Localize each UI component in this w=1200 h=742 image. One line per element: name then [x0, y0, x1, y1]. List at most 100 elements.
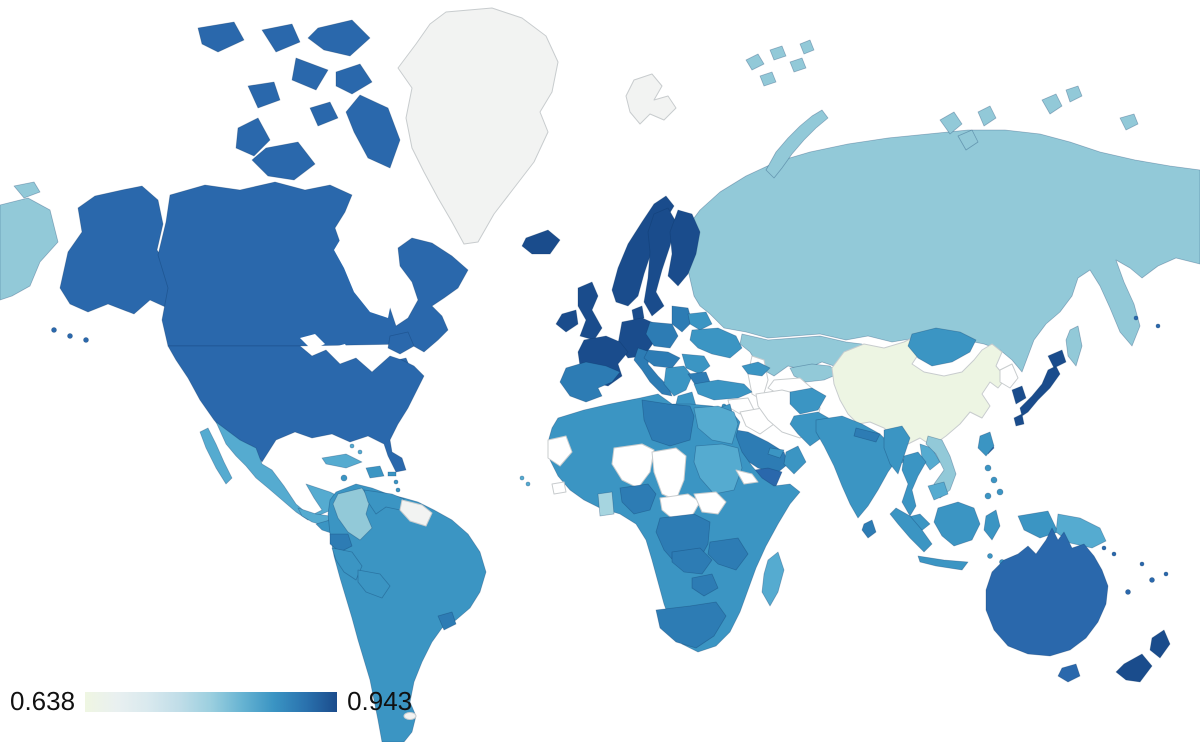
- country-sudan[interactable]: [693, 443, 743, 495]
- baja-california[interactable]: [199, 427, 233, 485]
- arctic-island[interactable]: [197, 21, 373, 127]
- country-jamaica[interactable]: [340, 474, 348, 482]
- island-novaya-zemlya[interactable]: [765, 109, 829, 179]
- country-venezuela[interactable]: [363, 489, 405, 515]
- country-finland[interactable]: [667, 209, 701, 287]
- country-canada[interactable]: [157, 181, 469, 353]
- philippine-island[interactable]: [990, 476, 998, 484]
- country-mexico[interactable]: [215, 421, 343, 521]
- country-zimbabwe[interactable]: [691, 573, 719, 597]
- country-hispaniola[interactable]: [365, 465, 385, 479]
- country-afghanistan[interactable]: [789, 387, 827, 415]
- islands-new-siberian[interactable]: [1041, 85, 1139, 131]
- country-puerto-rico[interactable]: [387, 471, 397, 477]
- philippine-island[interactable]: [984, 492, 992, 500]
- island-banks[interactable]: [235, 117, 271, 157]
- country-philippines[interactable]: [977, 431, 995, 457]
- country-south-america-main[interactable]: [327, 483, 487, 742]
- country-south-africa[interactable]: [655, 601, 727, 649]
- timor-island[interactable]: [987, 553, 993, 559]
- country-eritrea-djibouti[interactable]: [735, 469, 759, 485]
- country-niger[interactable]: [611, 443, 655, 489]
- island-tasmania[interactable]: [1057, 663, 1081, 683]
- country-united-states[interactable]: [167, 345, 425, 473]
- country-romania[interactable]: [681, 353, 711, 375]
- country-south-sudan[interactable]: [693, 491, 727, 515]
- country-united-states-alaska[interactable]: [59, 185, 187, 315]
- pacific-island-solomon[interactable]: [1101, 545, 1107, 551]
- country-india[interactable]: [815, 415, 899, 519]
- country-united-kingdom[interactable]: [577, 281, 603, 341]
- aleutian-island[interactable]: [83, 337, 89, 343]
- country-myanmar[interactable]: [883, 425, 911, 475]
- country-ireland[interactable]: [555, 309, 579, 333]
- country-libya[interactable]: [641, 399, 695, 447]
- aleutian-island-west[interactable]: [1133, 315, 1139, 321]
- pacific-island[interactable]: [1163, 571, 1169, 577]
- aleutian-island[interactable]: [67, 333, 73, 339]
- country-western-sahara[interactable]: [547, 435, 573, 467]
- lesser-antilles[interactable]: [395, 487, 401, 493]
- country-thailand[interactable]: [901, 451, 927, 517]
- country-uruguay[interactable]: [437, 611, 457, 631]
- country-denmark[interactable]: [631, 305, 645, 323]
- pacific-island[interactable]: [1149, 577, 1155, 583]
- country-cape-verde[interactable]: [519, 475, 525, 481]
- svalbard[interactable]: [625, 73, 677, 125]
- country-ecuador[interactable]: [329, 533, 353, 553]
- country-south-korea[interactable]: [1011, 385, 1027, 405]
- islands-severnaya-zemlya[interactable]: [939, 105, 997, 151]
- country-australia[interactable]: [985, 527, 1109, 657]
- country-bolivia[interactable]: [357, 569, 391, 599]
- island-victoria[interactable]: [251, 141, 316, 181]
- country-tanzania[interactable]: [707, 537, 749, 571]
- philippine-island[interactable]: [984, 464, 992, 472]
- country-oman[interactable]: [783, 445, 807, 475]
- country-bahamas[interactable]: [357, 449, 363, 455]
- baltic-states[interactable]: [671, 305, 693, 333]
- country-nepal-bhutan[interactable]: [853, 427, 881, 443]
- country-sri-lanka[interactable]: [861, 519, 877, 539]
- country-cape-verde[interactable]: [525, 481, 531, 487]
- country-russia-chukotka-west[interactable]: [0, 181, 59, 301]
- country-turkey[interactable]: [693, 379, 753, 401]
- country-greenland[interactable]: [397, 7, 559, 245]
- island-baffin[interactable]: [345, 94, 401, 169]
- country-new-zealand[interactable]: [1115, 629, 1171, 683]
- country-nigeria[interactable]: [619, 483, 657, 515]
- balkans[interactable]: [663, 365, 693, 397]
- country-mongolia[interactable]: [907, 327, 977, 367]
- country-ukraine[interactable]: [689, 327, 743, 359]
- country-egypt[interactable]: [693, 405, 739, 445]
- country-guinea-bissau[interactable]: [551, 481, 567, 495]
- country-bahamas[interactable]: [349, 443, 355, 449]
- country-north-korea[interactable]: [999, 363, 1019, 389]
- country-peru[interactable]: [331, 547, 363, 581]
- aleutian-island-west[interactable]: [1155, 323, 1161, 329]
- philippine-island[interactable]: [996, 488, 1004, 496]
- country-japan[interactable]: [1013, 349, 1067, 427]
- caucasus[interactable]: [741, 361, 771, 377]
- country-uzbekistan[interactable]: [789, 363, 839, 383]
- country-belarus[interactable]: [687, 311, 713, 331]
- country-ghana[interactable]: [597, 491, 615, 517]
- country-cambodia[interactable]: [927, 481, 949, 501]
- country-cuba[interactable]: [321, 453, 363, 469]
- country-iberia[interactable]: [559, 361, 621, 403]
- country-iceland[interactable]: [521, 229, 561, 255]
- pacific-island-fiji[interactable]: [1139, 561, 1145, 567]
- island-newfoundland[interactable]: [387, 331, 415, 355]
- country-indonesia[interactable]: [889, 501, 1059, 571]
- falkland-islands[interactable]: [403, 712, 417, 720]
- pacific-island-new-caledonia[interactable]: [1125, 589, 1131, 595]
- country-guyana-suriname[interactable]: [399, 499, 433, 527]
- country-uae[interactable]: [767, 447, 785, 459]
- pacific-island-solomon[interactable]: [1111, 551, 1117, 557]
- country-chad[interactable]: [651, 447, 687, 501]
- island-sakhalin[interactable]: [1065, 325, 1083, 367]
- country-zambia[interactable]: [671, 547, 713, 575]
- lesser-antilles[interactable]: [393, 479, 399, 485]
- country-papua-new-guinea[interactable]: [1055, 513, 1107, 549]
- arctic-island[interactable]: [307, 19, 371, 57]
- country-madagascar[interactable]: [761, 551, 785, 607]
